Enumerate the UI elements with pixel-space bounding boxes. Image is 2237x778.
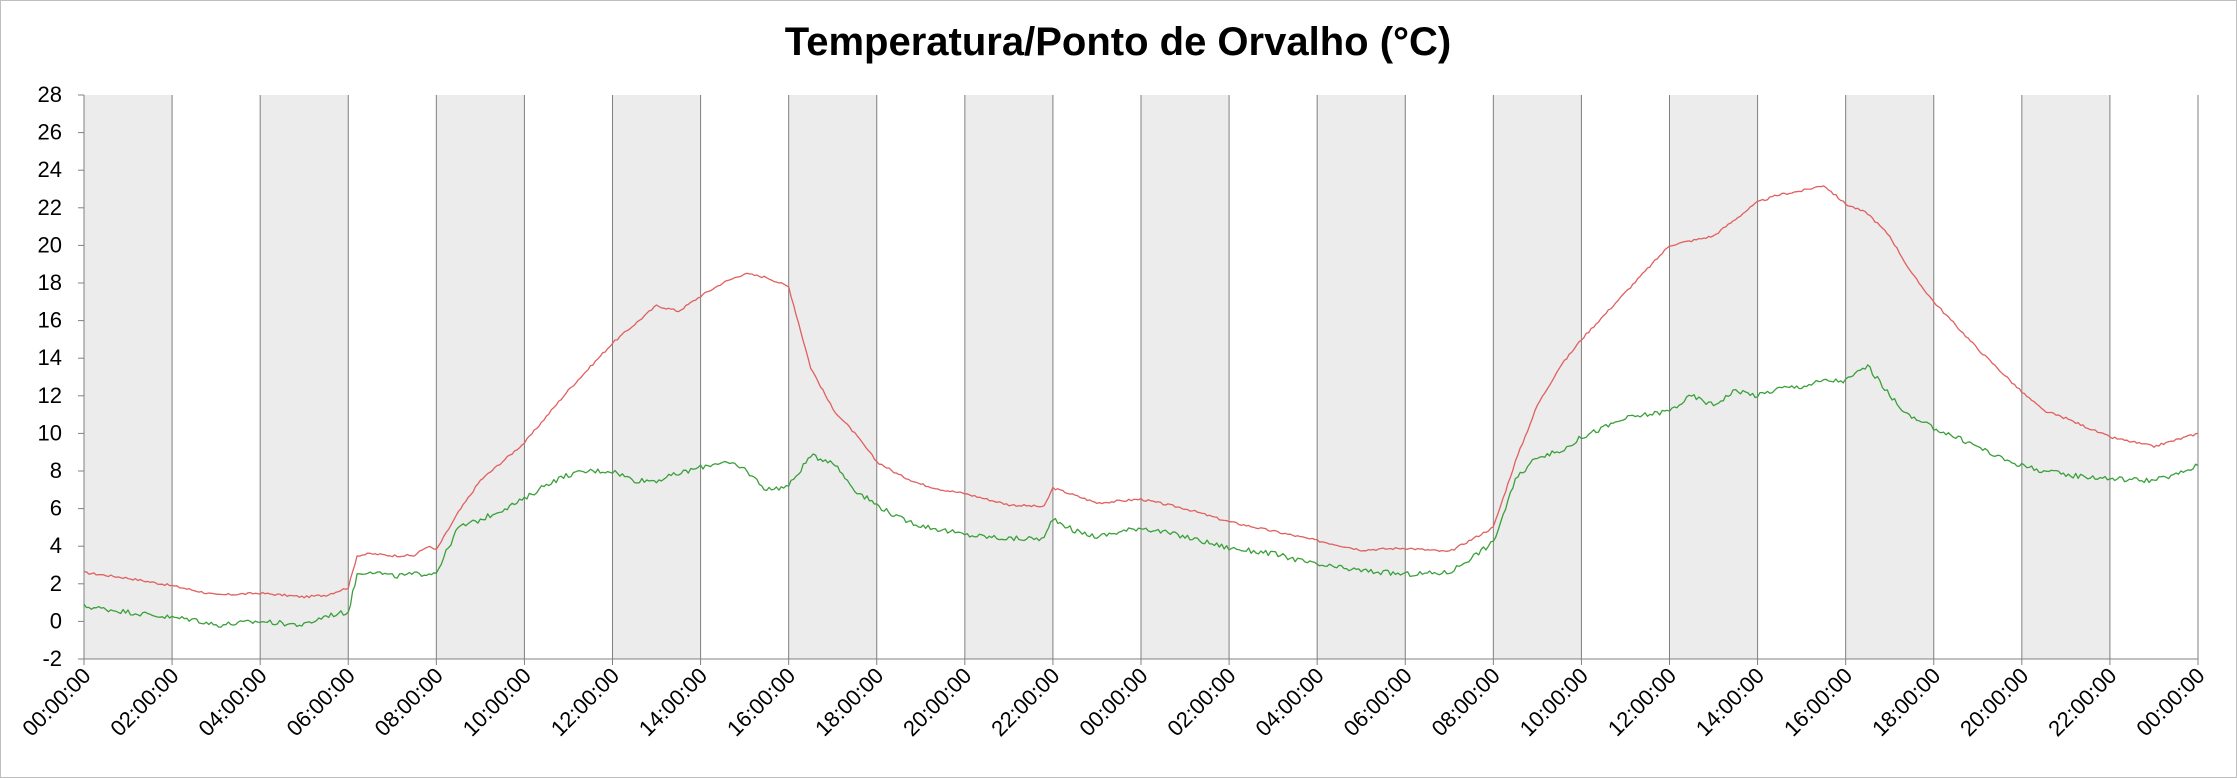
x-tick-label: 14:00:00 xyxy=(634,663,712,741)
shaded-band xyxy=(2021,95,2110,659)
shaded-band xyxy=(612,95,701,659)
x-tick-labels: 00:00:00 02:00:00 04:00:00 06:00:00 08:00:00… xyxy=(17,663,2209,741)
y-tick-label: 0 xyxy=(50,608,62,633)
x-tick-label: 02:00:00 xyxy=(105,663,183,741)
vertical-gridlines xyxy=(83,95,2199,659)
shaded-band xyxy=(1317,95,1406,659)
x-tick-label: 10:00:00 xyxy=(1515,663,1593,741)
shaded-bands xyxy=(84,95,2110,659)
x-tick-label: 08:00:00 xyxy=(1427,663,1505,741)
x-tick-label: 06:00:00 xyxy=(1339,663,1417,741)
shaded-band xyxy=(1845,95,1934,659)
series-layer xyxy=(83,185,2199,628)
y-tick-label: 12 xyxy=(38,383,62,408)
x-tick-label: 00:00:00 xyxy=(2131,663,2209,741)
shaded-band xyxy=(260,95,349,659)
y-tick-label: 14 xyxy=(38,345,62,370)
x-tick-label: 12:00:00 xyxy=(546,663,624,741)
shaded-band xyxy=(84,95,173,659)
y-tick-label: 16 xyxy=(38,308,62,333)
axes xyxy=(78,94,2199,665)
y-tick-label: 8 xyxy=(50,458,62,483)
y-tick-label: 24 xyxy=(38,157,62,182)
y-tick-label: 2 xyxy=(50,571,62,596)
y-tick-label: -2 xyxy=(42,646,62,671)
x-tick-label: 20:00:00 xyxy=(898,663,976,741)
x-tick-label: 22:00:00 xyxy=(986,663,1064,741)
chart-title: Temperatura/Ponto de Orvalho (°C) xyxy=(785,20,1451,64)
x-tick-label: 00:00:00 xyxy=(17,663,95,741)
y-tick-label: 10 xyxy=(38,420,62,445)
shaded-band xyxy=(436,95,525,659)
shaded-band xyxy=(964,95,1053,659)
y-tick-label: 6 xyxy=(50,496,62,521)
y-tick-label: 4 xyxy=(50,533,62,558)
x-tick-label: 12:00:00 xyxy=(1603,663,1681,741)
series-line-green xyxy=(83,364,2199,628)
x-tick-label: 14:00:00 xyxy=(1691,663,1769,741)
x-tick-label: 04:00:00 xyxy=(193,663,271,741)
x-tick-label: 18:00:00 xyxy=(1867,663,1945,741)
shaded-band xyxy=(1493,95,1582,659)
series-line-red xyxy=(83,185,2199,599)
x-tick-label: 20:00:00 xyxy=(1955,663,2033,741)
x-tick-label: 10:00:00 xyxy=(458,663,536,741)
x-tick-label: 16:00:00 xyxy=(722,663,800,741)
shaded-band xyxy=(788,95,877,659)
y-tick-label: 22 xyxy=(38,195,62,220)
shaded-band xyxy=(1141,95,1230,659)
x-tick-label: 18:00:00 xyxy=(810,663,888,741)
x-tick-label: 08:00:00 xyxy=(370,663,448,741)
x-tick-label: 00:00:00 xyxy=(1074,663,1152,741)
y-tick-label: 28 xyxy=(38,82,62,107)
x-tick-label: 16:00:00 xyxy=(1779,663,1857,741)
x-tick-label: 06:00:00 xyxy=(282,663,360,741)
x-tick-label: 02:00:00 xyxy=(1162,663,1240,741)
x-tick-label: 04:00:00 xyxy=(1250,663,1328,741)
x-tick-label: 22:00:00 xyxy=(2043,663,2121,741)
y-tick-label: 18 xyxy=(38,270,62,295)
y-tick-label: 20 xyxy=(38,232,62,257)
shaded-band xyxy=(1669,95,1758,659)
y-tick-label: 26 xyxy=(38,120,62,145)
